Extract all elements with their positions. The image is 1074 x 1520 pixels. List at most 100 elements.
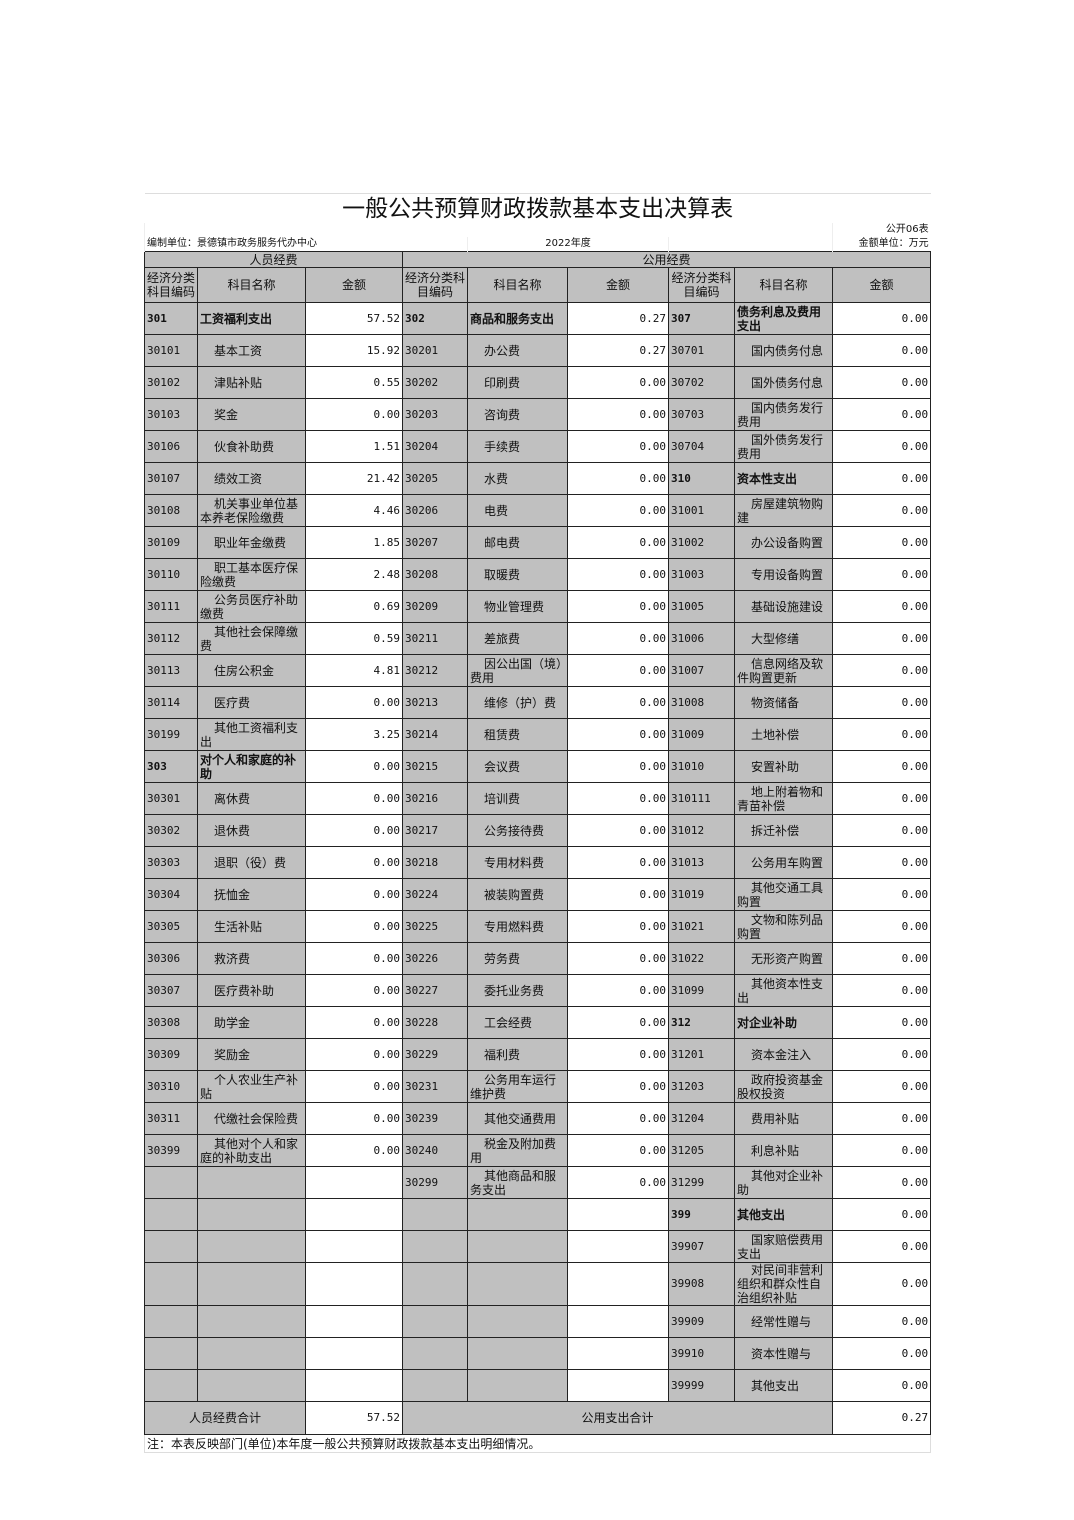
amount-cell: 0.00	[831, 622, 932, 655]
name-cell: 办公设备购置	[734, 526, 833, 559]
code-cell: 30702	[668, 366, 735, 399]
code-cell: 31010	[668, 750, 735, 783]
code-cell: 30103	[144, 398, 198, 431]
name-cell: 债务利息及费用支出	[734, 302, 833, 335]
code-cell: 30309	[144, 1038, 198, 1071]
table-row: 30106 伙食补助费 1.51 30204 手续费 0.00 30704 国外债务发行费用 0…	[144, 430, 932, 463]
amount-cell: 0.00	[567, 942, 669, 975]
amount-cell: 0.00	[567, 526, 669, 559]
table-row: 30310 个人农业生产补贴 0.00 30231 公务用车运行维护费 0.00 31203…	[144, 1070, 932, 1103]
name-cell: 公务用车运行维护费	[467, 1070, 568, 1103]
name-cell: 医疗费补助	[197, 974, 306, 1007]
code-cell: 31013	[668, 846, 735, 879]
amount-cell: 0.00	[831, 398, 932, 431]
amount-cell: 0.69	[305, 590, 403, 623]
amount-cell: 0.00	[567, 878, 669, 911]
table-row: 30309 奖励金 0.00 30229 福利费 0.00 31201 资本金注入 0.00	[144, 1038, 932, 1071]
amount-cell: 0.00	[831, 1337, 932, 1370]
amount-cell: 0.00	[567, 1070, 669, 1103]
amount-cell: 0.00	[831, 1006, 932, 1039]
name-cell	[467, 1262, 568, 1306]
amount-cell: 0.00	[567, 590, 669, 623]
column-header: 金额	[831, 267, 932, 303]
name-cell: 办公费	[467, 334, 568, 367]
code-cell: 31003	[668, 558, 735, 591]
name-cell: 差旅费	[467, 622, 568, 655]
code-cell	[144, 1337, 198, 1370]
amount-cell: 1.85	[305, 526, 403, 559]
name-cell: 国外债务付息	[734, 366, 833, 399]
code-cell: 30228	[402, 1006, 468, 1039]
name-cell: 信息网络及软件购置更新	[734, 654, 833, 687]
name-cell: 救济费	[197, 942, 306, 975]
table-row: 30109 职业年金缴费 1.85 30207 邮电费 0.00 31002 办公设备购置 0.…	[144, 526, 932, 559]
amount-cell	[567, 1369, 669, 1402]
amount-cell: 0.00	[567, 910, 669, 943]
amount-cell: 0.00	[831, 910, 932, 943]
amount-cell: 0.55	[305, 366, 403, 399]
name-cell: 被装购置费	[467, 878, 568, 911]
code-cell	[144, 1230, 198, 1263]
name-cell: 物资储备	[734, 686, 833, 719]
name-cell	[197, 1262, 306, 1306]
name-cell	[467, 1198, 568, 1231]
fiscal-year: 2022年度	[467, 237, 669, 252]
code-cell: 30208	[402, 558, 468, 591]
name-cell	[197, 1369, 306, 1402]
name-cell: 国家赔偿费用支出	[734, 1230, 833, 1263]
code-cell: 30206	[402, 494, 468, 527]
amount-cell: 0.00	[305, 782, 403, 815]
amount-cell: 0.00	[305, 910, 403, 943]
code-cell: 30102	[144, 366, 198, 399]
amount-cell: 0.00	[831, 1305, 932, 1338]
table-row: 39999 其他支出 0.00	[144, 1369, 932, 1402]
name-cell	[197, 1198, 306, 1231]
amount-cell: 0.00	[305, 750, 403, 783]
code-cell: 30205	[402, 462, 468, 495]
name-cell: 专用燃料费	[467, 910, 568, 943]
code-cell: 31021	[668, 910, 735, 943]
amount-cell	[567, 1337, 669, 1370]
name-cell: 国外债务发行费用	[734, 430, 833, 463]
code-cell: 31099	[668, 974, 735, 1007]
code-cell: 39907	[668, 1230, 735, 1263]
personnel-total-value: 57.52	[305, 1401, 403, 1435]
name-cell: 大型修缮	[734, 622, 833, 655]
name-cell: 对企业补助	[734, 1006, 833, 1039]
name-cell: 职业年金缴费	[197, 526, 306, 559]
code-cell: 30307	[144, 974, 198, 1007]
public-total-label: 公用支出合计	[402, 1401, 833, 1435]
code-cell: 31001	[668, 494, 735, 527]
code-cell: 30204	[402, 430, 468, 463]
column-header: 科目名称	[734, 267, 833, 303]
name-cell: 邮电费	[467, 526, 568, 559]
group-public: 公用经费	[401, 251, 932, 268]
code-cell: 31007	[668, 654, 735, 687]
table-row: 303 对个人和家庭的补助 0.00 30215 会议费 0.00 31010 安置补助 0.0…	[144, 750, 932, 783]
amount-cell: 0.00	[831, 814, 932, 847]
amount-cell: 0.00	[831, 526, 932, 559]
name-cell: 地上附着物和青苗补偿	[734, 782, 833, 815]
table-row: 30112 其他社会保障缴费 0.59 30211 差旅费 0.00 31006 大型修缮 0.…	[144, 622, 932, 655]
code-cell: 30227	[402, 974, 468, 1007]
name-cell: 其他对企业补助	[734, 1166, 833, 1199]
column-header: 经济分类科目编码	[144, 267, 198, 303]
amount-cell: 4.81	[305, 654, 403, 687]
code-cell: 30224	[402, 878, 468, 911]
name-cell: 工会经费	[467, 1006, 568, 1039]
code-cell: 30203	[402, 398, 468, 431]
code-cell: 30303	[144, 846, 198, 879]
table-number: 公开06表	[831, 223, 931, 237]
amount-cell: 0.27	[567, 334, 669, 367]
name-cell: 住房公积金	[197, 654, 306, 687]
name-cell: 伙食补助费	[197, 430, 306, 463]
name-cell: 绩效工资	[197, 462, 306, 495]
code-cell: 30703	[668, 398, 735, 431]
name-cell: 退休费	[197, 814, 306, 847]
table-row: 30102 津贴补贴 0.55 30202 印刷费 0.00 30702 国外债务付息 0.00	[144, 366, 932, 399]
code-cell: 30225	[402, 910, 468, 943]
amount-cell	[305, 1166, 403, 1199]
name-cell: 专用材料费	[467, 846, 568, 879]
name-cell: 利息补贴	[734, 1134, 833, 1167]
code-cell	[402, 1369, 468, 1402]
